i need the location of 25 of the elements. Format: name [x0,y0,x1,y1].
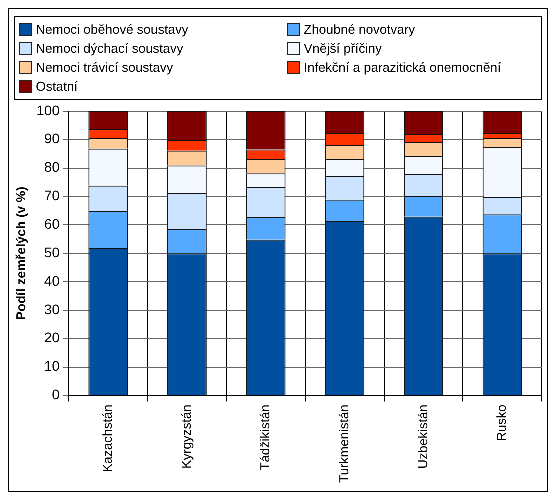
x-tick-label: Tádžikistán [258,404,273,470]
y-tick-label: 10 [44,358,60,374]
x-tick-label: Uzbekistán [415,404,430,470]
x-tick-label: Kyrgyzstán [178,404,194,470]
y-tick-label: 0 [52,386,60,403]
y-tick-label: 80 [44,159,60,176]
legend-label: Ostatní [36,78,78,96]
legend-label: Zhoubné novotvary [304,21,416,39]
y-tick-label: 70 [44,188,60,204]
y-tick-label: 100 [36,102,60,118]
x-tick-label: Rusko [494,404,510,442]
legend-label: Infekční a parazitická onemocnění [304,59,502,77]
legend-label: Nemoci oběhové soustavy [36,21,188,39]
y-tick-label: 60 [44,216,60,232]
y-tick-label: 20 [44,330,60,346]
y-tick-label: 40 [44,272,60,289]
legend-label: Nemoci dýchací soustavy [36,40,184,58]
y-tick-label: 30 [44,301,60,318]
y-tick-label: 50 [44,244,60,260]
legend-label: Nemoci trávicí soustavy [36,59,174,77]
x-tick-label: Kazachstán [100,404,115,473]
y-axis-title: Podíl zemřelých (v %) [13,186,28,320]
legend-label: Vnější příčiny [304,40,382,58]
x-tick-label: Turkmenistán [336,404,352,484]
y-tick-label: 90 [44,130,60,147]
